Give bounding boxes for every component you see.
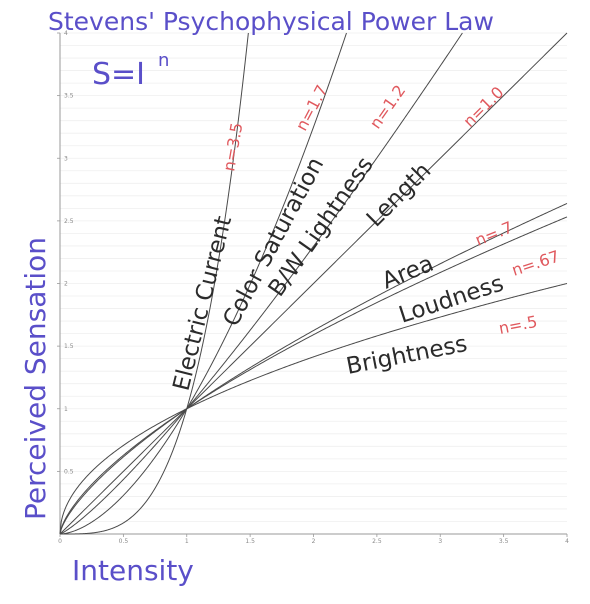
formula-exponent: n — [158, 50, 169, 71]
x-tick-label: 2 — [312, 538, 316, 545]
series-line — [59, 203, 568, 535]
x-tick-label: 1.5 — [245, 538, 255, 545]
y-tick-label: 3 — [64, 155, 68, 162]
series-line — [59, 32, 463, 535]
series-curves — [59, 32, 568, 535]
exp-length: n=1.0 — [459, 83, 507, 131]
series-line — [60, 32, 249, 535]
x-tick-label: 4 — [565, 538, 569, 545]
exp-area: n=.7 — [472, 218, 515, 250]
series-line — [59, 216, 568, 535]
y-tick-label: 3.5 — [64, 93, 74, 100]
exp-brightness: n=.5 — [497, 312, 539, 338]
x-axis-label: Intensity — [72, 554, 194, 587]
grid — [60, 32, 567, 522]
x-tick-label: 0.5 — [119, 538, 129, 545]
y-tick-label: 2.5 — [64, 218, 74, 225]
x-tick-label: 3 — [438, 538, 442, 545]
formula-base: S=I — [92, 57, 145, 92]
label-brightness: Brightness — [344, 331, 469, 380]
exp-electric-current: n=3.5 — [219, 121, 246, 173]
chart-title: Stevens' Psychophysical Power Law — [48, 7, 494, 36]
y-tick-label: 0.5 — [64, 468, 74, 475]
formula: S=I n — [92, 50, 169, 92]
x-tick-label: 3.5 — [499, 538, 509, 545]
x-tick-label: 1 — [185, 538, 189, 545]
exp-loudness: n=.67 — [509, 247, 561, 280]
series-line — [59, 32, 568, 535]
y-tick-label: 1 — [64, 406, 68, 413]
y-tick-label: 1.5 — [64, 343, 74, 350]
series-line — [59, 283, 568, 535]
series-line — [59, 32, 347, 535]
x-tick-label: 0 — [58, 538, 62, 545]
y-tick-label: 2 — [64, 281, 68, 288]
exp-bw-lightness: n=1.2 — [366, 81, 410, 132]
y-axis-label: Perceived Sensation — [19, 237, 52, 520]
x-tick-label: 2.5 — [372, 538, 382, 545]
tick-labels: 0 0.5 1 1.5 2 2.5 3 3.5 4 0.5 1 1.5 2 2.5 3 3.5 4 — [57, 30, 569, 545]
y-tick-label: 4 — [64, 30, 68, 37]
